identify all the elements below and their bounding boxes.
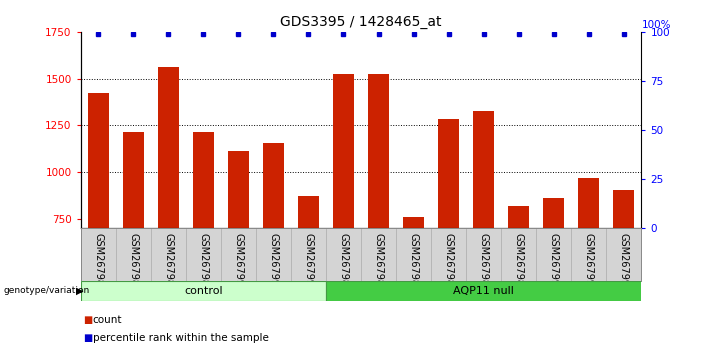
Title: GDS3395 / 1428465_at: GDS3395 / 1428465_at bbox=[280, 16, 442, 29]
Bar bbox=[368, 74, 389, 228]
Bar bbox=[578, 178, 599, 228]
Text: AQP11 null: AQP11 null bbox=[454, 286, 514, 296]
Text: GSM267992: GSM267992 bbox=[549, 233, 559, 292]
Bar bbox=[613, 190, 634, 228]
Bar bbox=[438, 119, 459, 228]
Text: ■: ■ bbox=[83, 333, 92, 343]
Text: control: control bbox=[184, 286, 223, 296]
Bar bbox=[193, 132, 214, 228]
Bar bbox=[333, 74, 354, 228]
Text: count: count bbox=[93, 315, 122, 325]
FancyBboxPatch shape bbox=[326, 281, 641, 301]
Text: GSM267987: GSM267987 bbox=[444, 233, 454, 292]
Bar bbox=[228, 151, 249, 228]
Text: GSM267986: GSM267986 bbox=[198, 233, 208, 292]
Bar bbox=[298, 195, 319, 228]
Bar bbox=[543, 198, 564, 228]
Bar bbox=[508, 206, 529, 228]
Text: GSM267982: GSM267982 bbox=[128, 233, 138, 292]
Text: GSM267993: GSM267993 bbox=[584, 233, 594, 292]
Text: GSM267985: GSM267985 bbox=[409, 233, 418, 292]
Text: GSM267983: GSM267983 bbox=[163, 233, 173, 292]
Text: percentile rank within the sample: percentile rank within the sample bbox=[93, 333, 268, 343]
Text: GSM267995: GSM267995 bbox=[619, 233, 629, 292]
Text: GSM267988: GSM267988 bbox=[479, 233, 489, 292]
Text: 100%: 100% bbox=[641, 20, 671, 30]
Text: ■: ■ bbox=[83, 315, 92, 325]
Text: GSM267990: GSM267990 bbox=[233, 233, 243, 292]
Text: GSM267994: GSM267994 bbox=[304, 233, 313, 292]
Bar bbox=[88, 93, 109, 228]
Text: GSM267984: GSM267984 bbox=[374, 233, 383, 292]
Text: ▶: ▶ bbox=[76, 286, 83, 296]
Bar bbox=[403, 217, 424, 228]
Bar bbox=[473, 112, 494, 228]
Text: GSM267991: GSM267991 bbox=[268, 233, 278, 292]
Text: GSM267980: GSM267980 bbox=[93, 233, 103, 292]
Bar bbox=[263, 143, 284, 228]
Bar bbox=[158, 67, 179, 228]
Bar bbox=[123, 132, 144, 228]
Text: GSM267981: GSM267981 bbox=[339, 233, 348, 292]
FancyBboxPatch shape bbox=[81, 281, 326, 301]
Text: GSM267989: GSM267989 bbox=[514, 233, 524, 292]
Text: genotype/variation: genotype/variation bbox=[4, 286, 90, 296]
